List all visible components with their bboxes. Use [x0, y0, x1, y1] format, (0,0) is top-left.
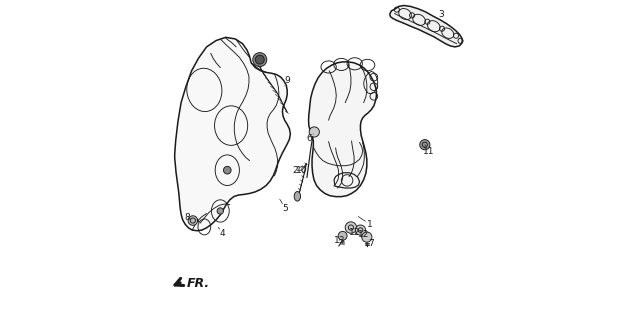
Circle shape	[338, 231, 347, 240]
Circle shape	[255, 55, 264, 64]
Circle shape	[420, 140, 430, 150]
Text: 11: 11	[423, 147, 434, 156]
Text: 7: 7	[368, 239, 374, 248]
Circle shape	[223, 166, 231, 174]
Text: 2: 2	[292, 166, 298, 175]
Polygon shape	[175, 37, 291, 231]
Text: 3: 3	[439, 10, 444, 19]
Polygon shape	[390, 5, 463, 47]
Text: 12: 12	[349, 228, 360, 237]
Text: 1: 1	[367, 220, 373, 229]
Circle shape	[253, 52, 266, 67]
Text: FR.: FR.	[187, 277, 210, 290]
Circle shape	[188, 216, 197, 225]
Circle shape	[361, 232, 372, 242]
Circle shape	[217, 208, 223, 214]
Circle shape	[345, 222, 356, 233]
Text: 13: 13	[334, 236, 345, 245]
Text: 8: 8	[185, 213, 191, 222]
Text: 6: 6	[306, 134, 312, 143]
Text: 5: 5	[282, 204, 288, 213]
Text: 4: 4	[220, 229, 225, 238]
Ellipse shape	[294, 192, 301, 201]
Text: 10: 10	[296, 166, 307, 175]
Circle shape	[355, 225, 366, 235]
Text: 12: 12	[358, 230, 369, 239]
Circle shape	[309, 127, 320, 137]
Text: 9: 9	[284, 76, 290, 85]
Polygon shape	[308, 62, 377, 197]
